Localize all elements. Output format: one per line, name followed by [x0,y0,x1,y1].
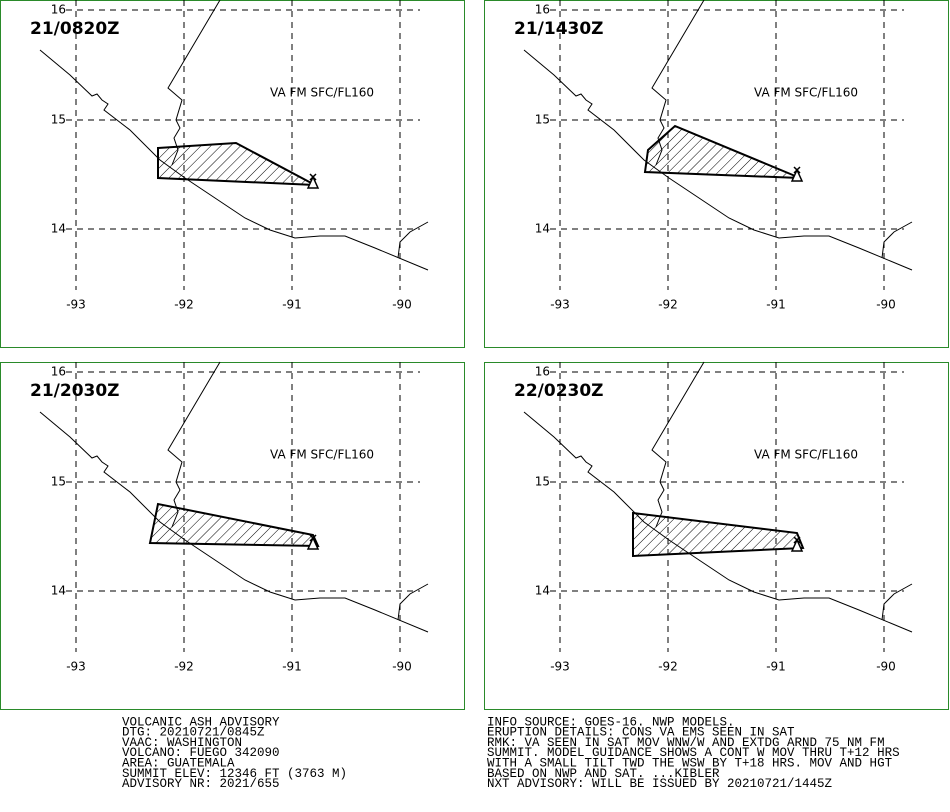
lon-label: -92 [658,298,678,312]
valid-time: 21/2030Z [30,381,120,401]
lon-label: -91 [282,660,302,674]
layer-label: VA FM SFC/FL160 [754,86,858,100]
volcano-marker [306,534,320,550]
lon-label: -90 [876,660,896,674]
lat-label: 16 [535,365,550,379]
advisory-line: VOLCANO: FUEGO 342090 [122,746,280,760]
panel: 22/0230Z VA FM SFC/FL160 -93 -92 -91 -90 16 15 1… [484,361,949,710]
lat-label: 15 [51,113,66,127]
lon-label: -92 [174,298,194,312]
lon-label: -92 [174,660,194,674]
advisory-line: WITH A SMALL TILT TWD THE WSW BY T+18 HR… [487,756,893,770]
lon-label: -90 [876,298,896,312]
advisory-line: ERUPTION DETAILS: CONS VA EMS SEEN IN SA… [487,726,795,740]
lat-label: 14 [51,222,66,236]
valid-time: 22/0230Z [514,381,604,401]
lon-label: -93 [66,660,86,674]
lat-label: 15 [535,113,550,127]
panel: 21/2030Z VA FM SFC/FL160 -93 -92 -91 -90 16 15 1… [0,361,465,710]
advisory-line: BASED ON NWP AND SAT. ...KIBLER [487,767,720,781]
lat-label: 16 [51,3,66,17]
layer-label: VA FM SFC/FL160 [754,448,858,462]
layer-label: VA FM SFC/FL160 [270,86,374,100]
lat-label: 16 [535,3,550,17]
lon-label: -93 [66,298,86,312]
lon-label: -90 [392,298,412,312]
lon-label: -93 [550,298,570,312]
advisory-line: SUMMIT. MODEL GUIDANCE SHOWS A CONT W MO… [487,746,900,760]
valid-time: 21/0820Z [30,19,120,39]
lon-label: -91 [766,298,786,312]
lat-label: 14 [51,584,66,598]
panel: 21/0820Z VA FM SFC/FL160 -93 -92 -91 -90 16 15 1… [0,0,465,348]
advisory-line: DTG: 20210721/0845Z [122,726,265,740]
volcano-marker [306,173,320,189]
lon-label: -90 [392,660,412,674]
lon-label: -91 [282,298,302,312]
advisory-line: INFO SOURCE: GOES-16. NWP MODELS. [487,715,735,729]
advisory-line: AREA: GUATEMALA [122,756,235,770]
advisory-line: SUMMIT ELEV: 12346 FT (3763 M) [122,767,347,781]
advisory-line: VAAC: WASHINGTON [122,736,242,750]
lat-label: 15 [51,475,66,489]
layer-label: VA FM SFC/FL160 [270,448,374,462]
volcano-marker [790,166,804,182]
valid-time: 21/1430Z [514,19,604,39]
lat-label: 14 [535,584,550,598]
lat-label: 14 [535,222,550,236]
volcano-marker [790,536,804,552]
advisory-line: ADVISORY NR: 2021/655 [122,777,280,791]
advisory-line: VOLCANIC ASH ADVISORY [122,715,280,729]
lon-label: -93 [550,660,570,674]
lon-label: -91 [766,660,786,674]
advisory-line: NXT ADVISORY: WILL BE ISSUED BY 20210721… [487,777,833,791]
advisory-line: RMK: VA SEEN IN SAT MOV WNW/W AND EXTDG … [487,736,885,750]
panel: 21/1430Z VA FM SFC/FL160 -93 -92 -91 -90 16 15 1… [484,0,949,348]
lon-label: -92 [658,660,678,674]
lat-label: 16 [51,365,66,379]
panels: 21/0820Z VA FM SFC/FL160 -93 -92 -91 -90 16 15 1… [0,0,949,710]
lat-label: 15 [535,475,550,489]
